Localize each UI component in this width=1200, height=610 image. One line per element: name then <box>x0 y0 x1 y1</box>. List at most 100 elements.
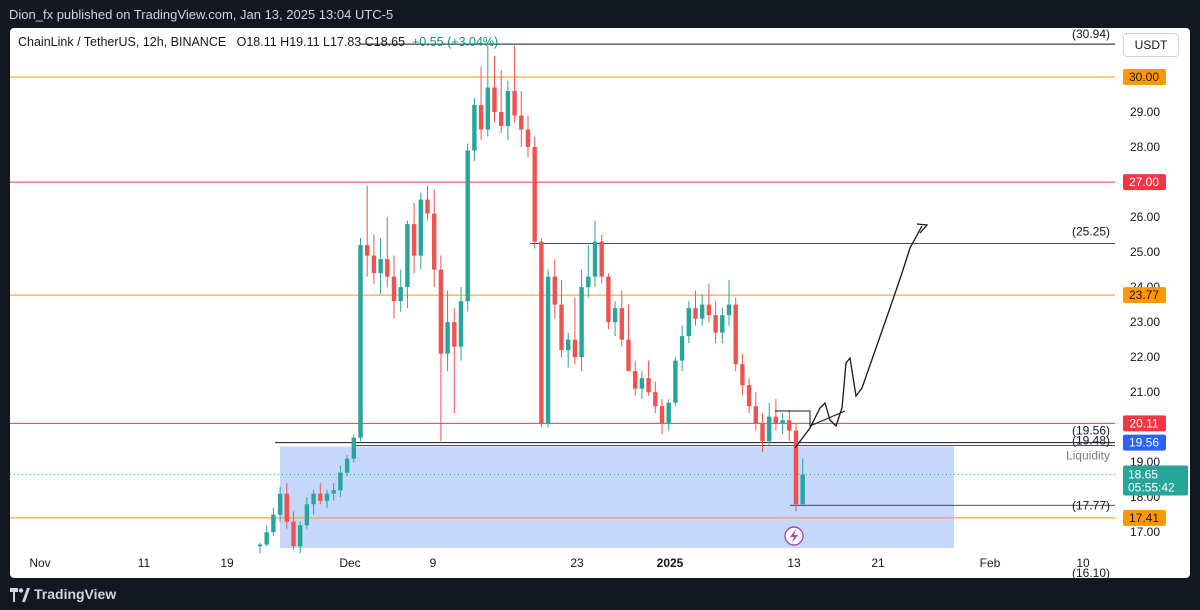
candle-body[interactable] <box>800 474 805 505</box>
candle-body[interactable] <box>298 525 303 547</box>
publish-line: Dion_fx published on TradingView.com, Ja… <box>9 7 394 22</box>
candle-body[interactable] <box>371 255 377 274</box>
candle-body[interactable] <box>619 308 624 340</box>
candle-body[interactable] <box>378 259 383 274</box>
candle-body[interactable] <box>324 493 330 501</box>
price-tag[interactable] <box>1123 174 1166 191</box>
candle-body[interactable] <box>633 371 638 389</box>
candle-body[interactable] <box>458 301 464 347</box>
candle-body[interactable] <box>344 458 350 473</box>
candle-body[interactable] <box>398 287 403 302</box>
candle-body[interactable] <box>646 378 651 393</box>
candle-body[interactable] <box>673 360 678 403</box>
candle-body[interactable] <box>391 276 397 302</box>
candle-body[interactable] <box>331 490 336 494</box>
candle-body[interactable] <box>271 514 276 533</box>
candle-body[interactable] <box>639 378 645 389</box>
candle-body[interactable] <box>726 304 732 316</box>
candle-body[interactable] <box>599 241 604 277</box>
candle-body[interactable] <box>559 304 564 351</box>
candle-body[interactable] <box>465 150 470 302</box>
candle-body[interactable] <box>284 493 289 522</box>
candle-body[interactable] <box>418 199 423 256</box>
range-box-line[interactable] <box>775 410 846 427</box>
level-annotation: (17.77) <box>1072 498 1110 512</box>
candle-body[interactable] <box>572 339 578 358</box>
candle-body[interactable] <box>452 322 457 347</box>
candle-body[interactable] <box>405 224 410 288</box>
candle-body[interactable] <box>532 147 537 242</box>
candle-body[interactable] <box>713 315 718 333</box>
candle-body[interactable] <box>666 402 671 424</box>
candle-body[interactable] <box>358 245 363 438</box>
candlestick-chart[interactable]: (30.94) (25.25) (19.56)(19.48) (17.77) (16.1… <box>10 28 1190 578</box>
candle-body[interactable] <box>746 385 752 407</box>
candle-body[interactable] <box>318 493 323 501</box>
candle-body[interactable] <box>338 472 343 491</box>
candle-body[interactable] <box>773 416 779 424</box>
candle-body[interactable] <box>753 406 758 424</box>
price-tag[interactable] <box>1123 69 1166 86</box>
candle-body[interactable] <box>733 304 738 365</box>
candle-body[interactable] <box>586 276 591 288</box>
currency-button[interactable]: USDT <box>1123 33 1179 57</box>
candle-body[interactable] <box>291 521 296 547</box>
price-tag[interactable] <box>1123 434 1166 451</box>
candle-body[interactable] <box>740 364 745 386</box>
x-tick-label: Feb <box>980 556 1001 570</box>
candle-body[interactable] <box>686 308 691 337</box>
chart-panel[interactable]: (30.94) (25.25) (19.56) (19.48) (17.77) (16.1… <box>10 28 1190 578</box>
candle-body[interactable] <box>499 112 504 127</box>
candle-body[interactable] <box>478 105 484 130</box>
candle-body[interactable] <box>432 213 437 270</box>
candle-body[interactable] <box>264 532 269 545</box>
candle-body[interactable] <box>706 304 712 316</box>
candle-body[interactable] <box>519 115 524 130</box>
tradingview-brand[interactable]: TradingView <box>10 586 116 603</box>
candle-body[interactable] <box>545 276 551 424</box>
candle-body[interactable] <box>525 129 531 148</box>
candle-body[interactable] <box>693 308 698 319</box>
candle-body[interactable] <box>512 91 517 116</box>
candle-body[interactable] <box>438 269 444 354</box>
level-annotation: (16.10) <box>1072 566 1110 578</box>
candle-body[interactable] <box>485 87 490 130</box>
candle-body[interactable] <box>411 224 417 256</box>
candle-body[interactable] <box>304 504 310 526</box>
liquidity-zone[interactable] <box>280 446 954 548</box>
candle-body[interactable] <box>552 276 557 305</box>
candle-body[interactable] <box>659 406 665 424</box>
candle-body[interactable] <box>351 437 356 459</box>
candle-body[interactable] <box>445 322 450 354</box>
candle-body[interactable] <box>539 241 544 424</box>
candle-body[interactable] <box>720 315 725 333</box>
projection-arrow-path[interactable] <box>794 225 923 449</box>
candle-body[interactable] <box>385 259 390 277</box>
candle-body[interactable] <box>257 544 263 547</box>
candle-body[interactable] <box>277 493 283 515</box>
candle-body[interactable] <box>679 336 685 361</box>
current-price-tag[interactable] <box>1123 465 1188 496</box>
candle-body[interactable] <box>793 430 799 505</box>
candle-body[interactable] <box>566 339 571 351</box>
candle-body[interactable] <box>425 199 430 214</box>
price-tag[interactable] <box>1123 287 1166 304</box>
candle-body[interactable] <box>311 493 316 505</box>
candle-body[interactable] <box>365 245 370 256</box>
price-tag[interactable] <box>1123 415 1166 432</box>
candle-body[interactable] <box>760 423 765 442</box>
candle-body[interactable] <box>606 276 611 323</box>
price-tag[interactable] <box>1123 509 1166 526</box>
candle-body[interactable] <box>700 304 705 319</box>
candle-body[interactable] <box>579 287 584 358</box>
candle-body[interactable] <box>592 241 598 277</box>
candle-body[interactable] <box>472 105 477 151</box>
candle-body[interactable] <box>767 416 772 442</box>
candle-body[interactable] <box>780 420 785 424</box>
candle-body[interactable] <box>492 87 497 113</box>
candle-body[interactable] <box>612 308 618 323</box>
candle-body[interactable] <box>505 91 511 127</box>
candle-body[interactable] <box>626 339 631 372</box>
candle-body[interactable] <box>653 392 658 407</box>
candle-body[interactable] <box>787 420 792 431</box>
